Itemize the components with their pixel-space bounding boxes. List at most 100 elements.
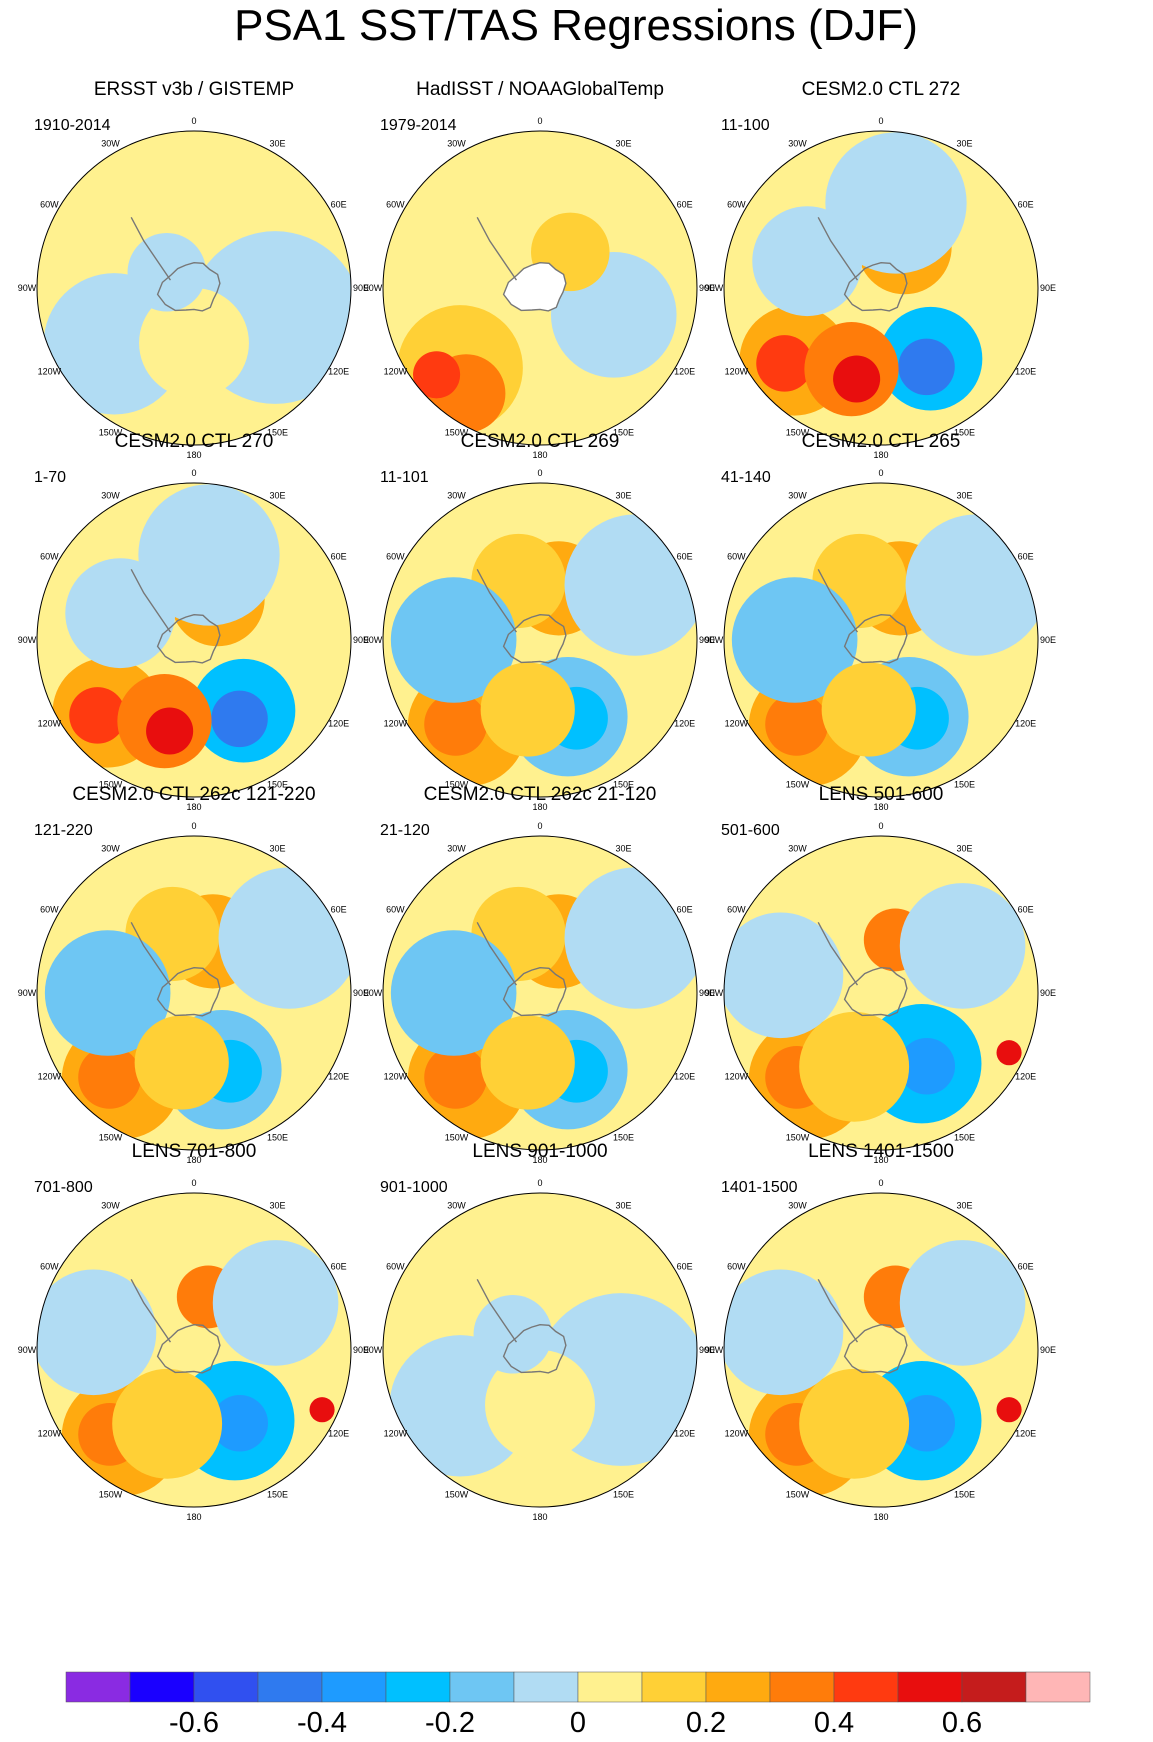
longitude-label: 60E: [331, 905, 347, 915]
longitude-label: 150W: [786, 1490, 810, 1500]
field-blob: [564, 867, 697, 1009]
field-blob: [480, 662, 575, 757]
longitude-label: 150W: [786, 780, 810, 790]
map-boundary: [36, 130, 352, 446]
longitude-label: 30W: [101, 1200, 120, 1210]
longitude-label: 180: [873, 1155, 888, 1165]
colorbar-tick-label: 0.4: [814, 1707, 854, 1739]
map-panel: 0 30E 60E 90E 120E 150E 180 150W 120W 90W 60W 30W CE…: [18, 784, 369, 1165]
longitude-label: 180: [532, 450, 547, 460]
longitude-label: 150W: [445, 1133, 469, 1143]
peninsula-coastline: [817, 922, 859, 986]
field-blob: [799, 1368, 910, 1479]
regression-field: [383, 836, 697, 1150]
map-boundary: [723, 835, 1039, 1151]
longitude-label: 90W: [705, 283, 724, 293]
longitude-label: 90E: [699, 988, 715, 998]
longitude-label: 150E: [267, 780, 288, 790]
longitude-label: 150W: [99, 1133, 123, 1143]
longitude-label: 90E: [699, 283, 715, 293]
regression-field: [37, 836, 351, 1150]
longitude-label: 60W: [727, 905, 746, 915]
longitude-label: 60E: [1018, 552, 1034, 562]
longitude-label: 150W: [786, 1133, 810, 1143]
colorbar-swatch: [705, 1671, 771, 1703]
longitude-label: 90E: [1040, 635, 1056, 645]
field-blob: [43, 273, 185, 415]
colorbar-tick-label: 0: [570, 1707, 586, 1739]
field-blob: [821, 662, 916, 757]
antarctica-coastline: [156, 261, 221, 312]
period-label: 1401-1500: [721, 1179, 798, 1196]
regression-field: [724, 1193, 1038, 1507]
longitude-label: 30W: [447, 843, 466, 853]
field-blob: [127, 233, 207, 312]
antarctica-coastline: [156, 966, 221, 1017]
longitude-label: 30W: [447, 1200, 466, 1210]
longitude-label: 120W: [384, 719, 408, 729]
longitude-label: 0: [878, 468, 883, 478]
colorbar-tick-label: -0.6: [169, 1707, 219, 1739]
regression-field: [383, 1193, 697, 1507]
panel-title: CESM2.0 CTL 262c 121-220: [72, 784, 315, 805]
antarctica-coastline: [502, 613, 567, 664]
longitude-label: 120E: [1015, 1072, 1036, 1082]
map-boundary: [382, 482, 698, 798]
longitude-label: 90W: [364, 1345, 383, 1355]
longitude-label: 150W: [445, 428, 469, 438]
longitude-label: 60E: [677, 552, 693, 562]
panel-title: LENS 901-1000: [472, 1141, 607, 1162]
regression-field: [724, 483, 1038, 797]
colorbar-swatch: [129, 1671, 195, 1703]
period-label: 1-70: [34, 469, 66, 486]
longitude-label: 30W: [447, 138, 466, 148]
colorbar-swatch: [385, 1671, 451, 1703]
longitude-label: 0: [537, 116, 542, 126]
map-panel: 0 30E 60E 90E 120E 150E 180 150W 120W 90W 60W 30W CE…: [364, 784, 715, 1165]
colorbar-swatch: [513, 1671, 579, 1703]
colorbar-swatch: [641, 1671, 707, 1703]
longitude-label: 60W: [727, 200, 746, 210]
longitude-label: 120E: [674, 367, 695, 377]
period-label: 701-800: [34, 1179, 93, 1196]
longitude-label: 120W: [384, 1429, 408, 1439]
longitude-label: 150E: [954, 1490, 975, 1500]
longitude-label: 60W: [727, 1262, 746, 1272]
longitude-label: 120E: [328, 1072, 349, 1082]
map-boundary: [382, 1192, 698, 1508]
field-blob: [65, 558, 176, 669]
field-blob: [898, 338, 955, 396]
longitude-label: 0: [537, 468, 542, 478]
map-panel: 0 30E 60E 90E 120E 150E 180 150W 120W 90W 60W 30W CE…: [18, 431, 369, 812]
longitude-label: 60W: [386, 552, 405, 562]
longitude-label: 150W: [99, 428, 123, 438]
longitude-label: 30W: [101, 843, 120, 853]
longitude-label: 150E: [267, 1490, 288, 1500]
longitude-label: 180: [186, 802, 201, 812]
field-blob: [138, 484, 280, 626]
map-boundary: [36, 835, 352, 1151]
longitude-label: 120E: [1015, 1429, 1036, 1439]
longitude-label: 60E: [677, 1262, 693, 1272]
longitude-label: 0: [878, 116, 883, 126]
antarctica-coastline: [502, 261, 567, 312]
longitude-label: 30E: [956, 1200, 972, 1210]
panel-title: ERSST v3b / GISTEMP: [94, 79, 294, 100]
longitude-label: 120W: [725, 719, 749, 729]
field-blob: [424, 692, 488, 756]
longitude-label: 60W: [727, 552, 746, 562]
longitude-label: 150E: [267, 1133, 288, 1143]
longitude-label: 30W: [101, 490, 120, 500]
map-boundary: [36, 482, 352, 798]
antarctica-coastline: [843, 261, 908, 312]
field-blob: [69, 687, 126, 744]
longitude-label: 30W: [788, 1200, 807, 1210]
field-blob: [480, 1015, 575, 1110]
longitude-label: 60E: [1018, 1262, 1034, 1272]
longitude-label: 120W: [384, 1072, 408, 1082]
period-label: 501-600: [721, 822, 780, 839]
longitude-label: 30E: [269, 490, 285, 500]
longitude-label: 90E: [1040, 1345, 1056, 1355]
longitude-label: 0: [878, 821, 883, 831]
field-blob: [424, 1045, 488, 1109]
